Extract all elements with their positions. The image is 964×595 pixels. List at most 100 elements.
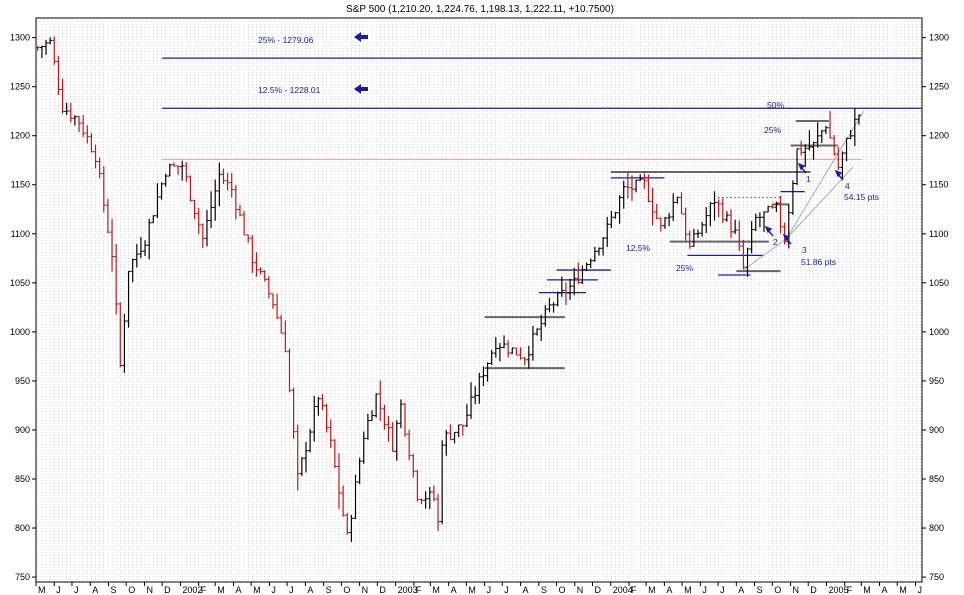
price-bar: [118, 302, 123, 368]
x-tick-label: D: [810, 585, 817, 595]
level-layer: [162, 57, 922, 370]
price-bar: [460, 424, 465, 436]
price-bar: [101, 166, 106, 213]
price-bar: [493, 337, 498, 358]
price-bar: [196, 208, 201, 234]
price-bar: [382, 404, 387, 430]
x-tick-label: A: [451, 585, 457, 595]
y-tick-label-right: 1000: [929, 327, 949, 337]
price-bar: [667, 212, 672, 227]
price-bar: [539, 314, 544, 341]
price-bar: [737, 220, 742, 252]
price-bar: [485, 362, 490, 382]
x-tick-label: F: [631, 585, 637, 595]
price-bar: [440, 440, 445, 525]
y-tick-label-left: 900: [15, 425, 30, 435]
x-tick-label: J: [702, 585, 707, 595]
price-bar: [324, 404, 329, 433]
price-bar: [555, 291, 560, 307]
marker-3: 3: [802, 245, 807, 255]
price-bar: [275, 293, 280, 320]
price-bar: [316, 396, 321, 416]
x-tick-label: D: [594, 585, 601, 595]
price-bar: [415, 470, 420, 502]
price-bar: [840, 151, 845, 179]
price-bar: [143, 240, 148, 257]
x-tick-label: N: [793, 585, 800, 595]
price-bar: [444, 430, 449, 456]
price-bar: [671, 193, 676, 222]
x-tick-label: 2005: [829, 585, 849, 595]
price-bar: [605, 216, 610, 248]
marker-1: 1: [806, 174, 811, 184]
pct-label-25-upper: 25%: [764, 125, 781, 135]
y-tick-label-left: 850: [15, 474, 30, 484]
price-bar: [716, 199, 721, 218]
y-tick-label-left: 1250: [10, 82, 30, 92]
x-tick-label: S: [111, 585, 117, 595]
price-bar: [221, 168, 226, 184]
price-bar: [762, 211, 767, 233]
x-tick-label: M: [468, 585, 476, 595]
annotation-layer: 25% - 1279.06 12.5% - 1228.01 50% 25% 12…: [258, 32, 879, 273]
price-bar: [303, 441, 308, 473]
price-bar: [679, 192, 684, 215]
price-bar: [283, 320, 288, 353]
price-bar: [543, 305, 548, 327]
price-bar: [634, 179, 639, 193]
price-bar: [171, 162, 176, 167]
price-bar: [361, 431, 366, 464]
x-tick-label: M: [863, 585, 871, 595]
price-bar: [563, 282, 568, 306]
chart-title: S&P 500 (1,210.20, 1,224.76, 1,198.13, 1…: [346, 4, 614, 15]
price-bar: [518, 347, 523, 360]
price-bar: [138, 237, 143, 259]
price-bar: [687, 230, 692, 249]
price-bar: [724, 211, 729, 222]
price-bar: [695, 229, 700, 239]
price-bar: [625, 172, 630, 199]
price-bar: [192, 199, 197, 220]
x-tick-label: 2003: [398, 585, 418, 595]
price-bar: [126, 270, 131, 328]
price-bar: [662, 216, 667, 229]
price-bar: [266, 276, 271, 299]
price-bar: [691, 228, 696, 247]
price-bar: [81, 115, 86, 138]
price-bar: [506, 340, 511, 358]
x-tick-label: D: [164, 585, 171, 595]
x-tick-label: M: [648, 585, 656, 595]
pct-label-25-lower: 25%: [676, 263, 693, 273]
price-bar: [823, 125, 828, 135]
price-bar: [365, 413, 370, 440]
pointer-arrow-icon: [834, 169, 843, 178]
price-bar: [741, 239, 746, 270]
price-bar: [213, 179, 218, 221]
price-bar: [819, 130, 824, 143]
price-bar: [93, 144, 98, 169]
price-bar: [526, 345, 531, 369]
x-tick-label: O: [343, 585, 350, 595]
price-bar: [233, 184, 238, 220]
price-bar: [258, 267, 263, 275]
price-bar: [592, 246, 597, 262]
price-bar: [204, 209, 209, 247]
price-bar: [229, 172, 234, 198]
price-bar: [77, 115, 82, 133]
price-bar: [151, 215, 156, 224]
y-tick-label-left: 1000: [10, 327, 30, 337]
x-tick-label: J: [289, 585, 294, 595]
price-bar: [436, 494, 441, 531]
price-bar: [320, 394, 325, 411]
price-bar: [749, 220, 754, 254]
price-bar: [642, 173, 647, 189]
price-bar: [110, 218, 115, 272]
price-bar: [766, 205, 771, 213]
price-bar: [386, 416, 391, 442]
x-tick-label: J: [271, 585, 276, 595]
x-tick-label: A: [882, 585, 888, 595]
x-tick-label: 2002: [182, 585, 202, 595]
price-bar: [629, 175, 634, 202]
price-bar: [427, 486, 432, 510]
price-bar: [530, 325, 535, 361]
